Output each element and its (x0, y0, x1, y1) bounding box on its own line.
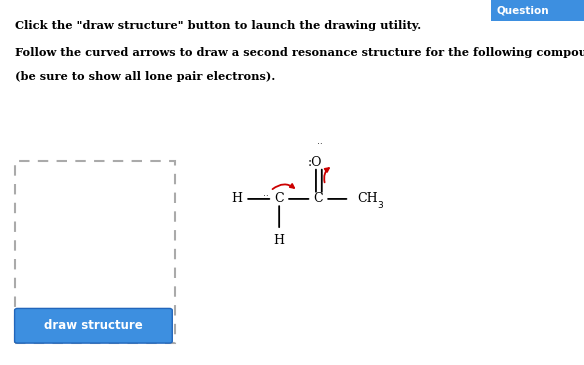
Text: Click the "draw structure" button to launch the drawing utility.: Click the "draw structure" button to lau… (15, 20, 420, 31)
Text: H: H (231, 192, 242, 205)
FancyBboxPatch shape (491, 0, 584, 21)
Text: Question: Question (497, 5, 550, 16)
Text: H: H (274, 234, 284, 247)
FancyArrowPatch shape (324, 168, 329, 182)
Text: CH: CH (357, 192, 377, 205)
Text: 3: 3 (377, 201, 383, 210)
Text: :O: :O (308, 156, 322, 169)
Text: ··: ·· (263, 193, 269, 201)
Bar (15, 161, 175, 343)
Text: (be sure to show all lone pair electrons).: (be sure to show all lone pair electrons… (15, 71, 275, 82)
Text: Follow the curved arrows to draw a second resonance structure for the following : Follow the curved arrows to draw a secon… (15, 47, 584, 58)
Text: C: C (274, 192, 284, 205)
Text: C: C (314, 192, 323, 205)
FancyArrowPatch shape (273, 184, 294, 189)
Text: ··: ·· (317, 141, 323, 149)
Text: draw structure: draw structure (44, 319, 143, 332)
FancyBboxPatch shape (15, 308, 172, 343)
